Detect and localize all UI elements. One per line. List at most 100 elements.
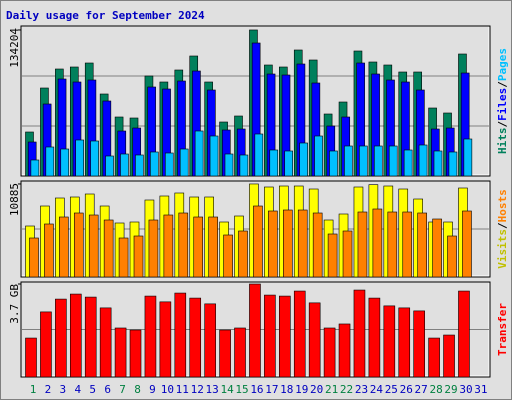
x-tick-label: 15 <box>235 383 248 396</box>
bar <box>223 234 233 278</box>
x-tick-label: 8 <box>134 383 141 396</box>
legend-entry: Pages <box>496 48 509 81</box>
bar <box>269 149 279 177</box>
x-tick-label: 10 <box>161 383 174 396</box>
bar <box>443 334 455 378</box>
chart-title: Daily usage for September 2024 <box>6 9 205 22</box>
bar <box>99 307 112 378</box>
x-tick-label: 31 <box>474 383 487 396</box>
bar <box>338 323 351 378</box>
bar <box>433 150 443 177</box>
bar <box>403 149 413 177</box>
x-tick-label: 18 <box>280 383 293 396</box>
bar <box>428 337 440 378</box>
bar <box>174 292 187 378</box>
bar <box>45 146 55 177</box>
bar <box>308 302 321 378</box>
x-tick-label: 29 <box>444 383 457 396</box>
bar <box>283 209 293 278</box>
legend-entry: Visits <box>496 229 509 269</box>
bar <box>284 150 294 177</box>
bar <box>194 130 204 177</box>
bar <box>30 159 40 177</box>
bar <box>413 310 425 378</box>
bar <box>25 337 37 378</box>
bar <box>264 294 276 378</box>
bar <box>60 148 70 177</box>
x-tick-label: 26 <box>400 383 413 396</box>
bar <box>84 296 97 378</box>
bar <box>75 139 84 177</box>
bar <box>204 303 216 378</box>
legend: Hits/Files/Pages <box>496 48 509 154</box>
bar <box>458 290 470 378</box>
bar <box>373 145 383 177</box>
x-tick-label: 13 <box>206 383 219 396</box>
bar <box>73 212 84 278</box>
bar <box>249 283 261 378</box>
bar <box>144 295 157 378</box>
bar <box>402 211 413 278</box>
bar <box>164 152 174 177</box>
bar <box>118 237 129 278</box>
x-tick-label: 3 <box>60 383 67 396</box>
x-tick-label: 28 <box>429 383 442 396</box>
bar <box>314 135 323 177</box>
x-tick-label: 23 <box>355 383 368 396</box>
x-tick-label: 30 <box>459 383 472 396</box>
bar <box>150 151 159 177</box>
bar <box>372 208 383 278</box>
y-tick-label: 3.7 GB <box>8 284 21 324</box>
bar <box>120 153 129 177</box>
bar <box>178 212 189 278</box>
bar <box>344 145 353 177</box>
bar <box>105 155 114 177</box>
legend-entry: Transfer <box>496 303 509 356</box>
bar <box>29 237 39 278</box>
bar <box>383 305 396 378</box>
x-tick-label: 16 <box>250 383 263 396</box>
x-tick-label: 7 <box>119 383 126 396</box>
bar <box>163 214 174 278</box>
bar <box>189 297 202 378</box>
bar <box>312 212 323 278</box>
legend: Transfer <box>496 303 509 356</box>
bar <box>129 329 142 378</box>
bar <box>159 301 172 378</box>
x-tick-label: 20 <box>310 383 323 396</box>
bar <box>40 311 52 378</box>
bar <box>44 223 54 278</box>
bar <box>239 154 249 177</box>
legend-entry: Hits <box>496 128 509 155</box>
bar <box>59 216 69 278</box>
x-tick-label: 22 <box>340 383 353 396</box>
bar <box>55 298 67 378</box>
x-tick-label: 12 <box>191 383 204 396</box>
x-tick-label: 6 <box>104 383 111 396</box>
x-tick-label: 27 <box>415 383 428 396</box>
bar <box>388 145 398 177</box>
x-tick-label: 14 <box>220 383 234 396</box>
bar <box>90 140 99 177</box>
legend-entry: Files <box>496 88 509 121</box>
bar <box>398 307 411 378</box>
bar <box>135 154 144 177</box>
bar <box>279 295 291 378</box>
bar <box>193 216 204 278</box>
legend-separator: / <box>496 222 509 229</box>
x-tick-label: 21 <box>325 383 338 396</box>
bar <box>327 233 338 278</box>
bar <box>133 235 144 278</box>
x-tick-label: 9 <box>149 383 156 396</box>
x-tick-label: 24 <box>370 383 384 396</box>
y-tick-label: 10885 <box>8 183 21 216</box>
bar <box>253 205 263 278</box>
bar <box>342 230 353 278</box>
bar <box>353 289 366 378</box>
bar <box>462 210 472 278</box>
bar <box>432 218 442 278</box>
bar <box>224 153 234 177</box>
bar <box>254 133 264 177</box>
bar <box>448 151 458 177</box>
bar <box>463 138 473 177</box>
